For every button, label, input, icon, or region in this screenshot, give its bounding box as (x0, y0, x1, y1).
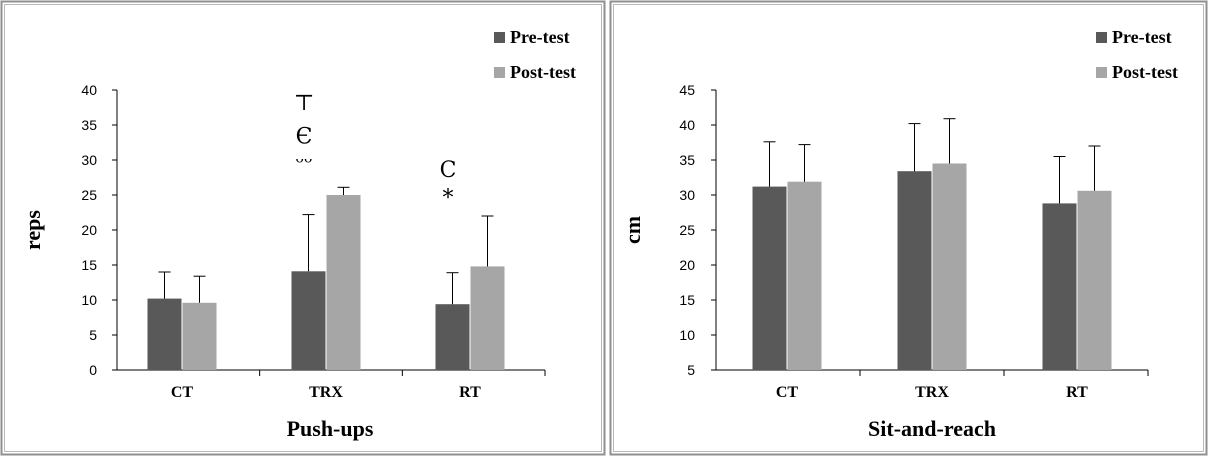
y-tick-label: 25 (679, 222, 695, 238)
x-tick-label: CT (171, 384, 194, 401)
y-axis-title: cm (620, 216, 645, 244)
legend: Pre-test Post-test (1096, 27, 1178, 82)
significance-marker: Є (296, 125, 313, 150)
legend-label: Pre-test (510, 27, 570, 47)
y-axis-title: reps (20, 210, 45, 250)
y-tick-label: 20 (679, 257, 695, 273)
bar-post-test-ct (787, 181, 822, 370)
y-tick-label: 15 (81, 257, 97, 273)
y-tick-label: 20 (81, 222, 97, 238)
panel-frame-left-inner (4, 4, 602, 452)
y-tick-label: 35 (81, 117, 97, 133)
legend-swatch (494, 67, 505, 78)
significance-marker: C (440, 158, 457, 183)
significance-marker: ⊤ (294, 91, 315, 116)
bar-pre-test-trx (291, 271, 326, 370)
panel-frame-right-inner (613, 4, 1204, 452)
y-tick-label: 5 (687, 362, 695, 378)
panel-frame-left (0, 0, 606, 456)
bar-post-test-rt (470, 266, 505, 370)
y-tick-label: 45 (679, 82, 695, 98)
y-tick-label: 15 (679, 292, 695, 308)
y-tick-label: 10 (679, 327, 695, 343)
legend-label: Pre-test (1112, 27, 1172, 47)
y-tick-label: 10 (81, 292, 97, 308)
chart-panel-2: 5 10 15 20 25 30 35 40 45 CT TRX RT cm Sit-and-reach P… (620, 27, 1178, 441)
x-tick-label: RT (1066, 384, 1088, 401)
bar-post-test-trx (326, 195, 361, 370)
bar-pre-test-rt (1042, 203, 1077, 370)
significance-marker: * (443, 186, 454, 211)
y-tick-label: 35 (679, 152, 695, 168)
legend-swatch (1096, 67, 1107, 78)
legend: Pre-test Post-test (494, 27, 576, 82)
legend-label: Post-test (1112, 62, 1178, 82)
bar-pre-test-ct (147, 298, 182, 370)
chart-panel-1: 0 5 10 15 20 25 30 35 40 CT TRX RT ⊤ Єᵕᵕ C * reps Push-up… (20, 27, 576, 441)
bar-post-test-rt (1077, 190, 1112, 370)
bar-post-test-ct (182, 302, 217, 370)
x-tick-label: TRX (309, 384, 343, 401)
y-tick-label: 5 (89, 327, 97, 343)
bar-pre-test-ct (752, 186, 787, 370)
bar-pre-test-rt (435, 304, 470, 370)
x-tick-label: RT (459, 384, 481, 401)
x-axis-title: Push-ups (287, 416, 374, 441)
y-tick-label: 40 (679, 117, 695, 133)
bar-post-test-trx (932, 163, 967, 370)
bar-pre-test-trx (897, 171, 932, 370)
panel-frame-right (609, 0, 1208, 456)
x-axis-title: Sit-and-reach (868, 416, 996, 441)
legend-swatch (494, 32, 505, 43)
legend-label: Post-test (510, 62, 576, 82)
y-tick-label: 25 (81, 187, 97, 203)
legend-swatch (1096, 32, 1107, 43)
y-tick-label: 40 (81, 82, 97, 98)
y-tick-label: 30 (679, 187, 695, 203)
significance-marker: ᵕᵕ (296, 151, 313, 176)
x-tick-label: TRX (915, 384, 949, 401)
x-tick-label: CT (776, 384, 799, 401)
y-tick-label: 0 (89, 362, 97, 378)
y-tick-label: 30 (81, 152, 97, 168)
